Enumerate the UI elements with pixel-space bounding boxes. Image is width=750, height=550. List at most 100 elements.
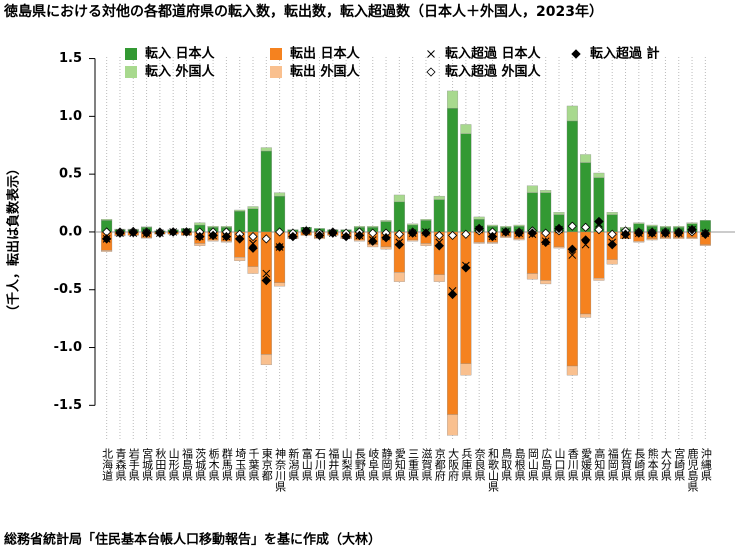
marker <box>487 231 498 242</box>
bar <box>234 257 246 261</box>
bar <box>593 172 605 178</box>
bar <box>633 222 645 225</box>
bar <box>260 231 272 355</box>
bar <box>393 194 405 203</box>
bar <box>460 124 472 134</box>
x-tick-label: 香川県 <box>566 448 579 482</box>
x-tick-label: 富山県 <box>300 447 313 482</box>
bar <box>380 246 392 250</box>
bar <box>659 237 671 240</box>
bar <box>699 244 711 246</box>
marker <box>421 228 431 238</box>
bar <box>393 272 405 282</box>
legend-label: 転入超過 日本人 <box>445 46 542 62</box>
bar <box>447 108 459 233</box>
y-tick-label: 1.5 <box>59 51 82 66</box>
marker <box>474 223 484 234</box>
marker <box>262 269 271 278</box>
x-tick-label: 埼玉県 <box>234 447 247 482</box>
bar <box>260 147 272 152</box>
marker <box>447 289 458 300</box>
marker <box>434 241 444 251</box>
marker <box>541 228 551 238</box>
bar <box>234 209 246 212</box>
marker <box>274 242 285 252</box>
bar <box>447 231 459 415</box>
x-tick-label: 新潟県 <box>287 447 300 482</box>
marker <box>128 227 138 238</box>
bar <box>526 231 538 274</box>
x-tick-label: 栃木県 <box>207 447 220 482</box>
marker <box>261 234 271 244</box>
x-tick-label: 青森県 <box>114 448 127 482</box>
bar <box>407 239 419 242</box>
marker <box>354 230 365 241</box>
x-tick-label: 大阪府 <box>447 447 460 482</box>
marker <box>301 226 311 236</box>
legend-swatch <box>125 66 137 78</box>
x-tick-label: 長崎県 <box>633 448 646 482</box>
marker <box>394 239 405 250</box>
bar <box>566 120 578 233</box>
marker <box>620 229 631 239</box>
marker <box>581 222 591 232</box>
marker <box>447 230 458 240</box>
bar <box>460 363 472 376</box>
bar <box>673 226 685 228</box>
marker <box>101 234 112 244</box>
bar <box>593 278 605 281</box>
bar <box>433 199 445 233</box>
marker <box>234 234 245 244</box>
bar <box>593 231 605 279</box>
bar <box>606 212 618 215</box>
bar <box>580 313 592 318</box>
x-tick-label: 愛知県 <box>393 448 406 482</box>
x-tick-label: 大分県 <box>659 447 672 482</box>
marker <box>634 228 644 238</box>
marker <box>168 227 178 237</box>
y-tick-label: 1.0 <box>59 109 82 124</box>
bar <box>274 195 286 233</box>
bar <box>487 224 498 227</box>
marker <box>567 244 578 254</box>
x-tick-label: 山梨県 <box>340 448 353 482</box>
x-tick-label: 佐賀県 <box>620 447 633 482</box>
x-tick-label: 滋賀県 <box>420 448 433 482</box>
y-tick-label: 0.0 <box>59 224 82 239</box>
x-tick-label: 東京都 <box>260 448 273 481</box>
x-tick-label: 福岡県 <box>606 447 619 482</box>
x-tick-label: 熊本県 <box>646 447 659 482</box>
y-tick-label: -1.5 <box>54 398 82 413</box>
x-tick-label: 石川県 <box>314 448 327 482</box>
marker <box>594 225 604 235</box>
legend-swatch <box>270 48 282 60</box>
bar <box>247 206 259 209</box>
x-tick-label: 福島県 <box>180 447 193 482</box>
marker <box>195 231 205 242</box>
y-axis-label: （千人，転出は負数表示） <box>6 162 22 318</box>
marker <box>221 231 232 242</box>
bar <box>513 238 525 241</box>
marker <box>275 227 285 237</box>
marker <box>501 227 511 237</box>
bar <box>207 226 219 228</box>
bar <box>580 162 592 233</box>
legend-marker <box>427 50 435 58</box>
bar <box>101 219 113 221</box>
x-tick-label: 兵庫県 <box>460 448 473 482</box>
bar <box>673 237 685 240</box>
marker <box>368 236 378 246</box>
marker <box>687 224 697 235</box>
marker <box>141 228 152 238</box>
x-tick-label: 神奈川県 <box>274 447 287 493</box>
x-tick-label: 愛媛県 <box>580 448 593 482</box>
marker <box>288 231 298 242</box>
x-tick-label: 京都府 <box>433 447 446 482</box>
x-tick-label: 奈良県 <box>473 447 486 482</box>
bar <box>433 195 445 200</box>
marker <box>660 228 671 238</box>
bar <box>393 201 405 233</box>
x-tick-label: 高知県 <box>593 447 606 482</box>
x-tick-label: 岩手県 <box>127 447 140 482</box>
marker <box>647 228 657 238</box>
